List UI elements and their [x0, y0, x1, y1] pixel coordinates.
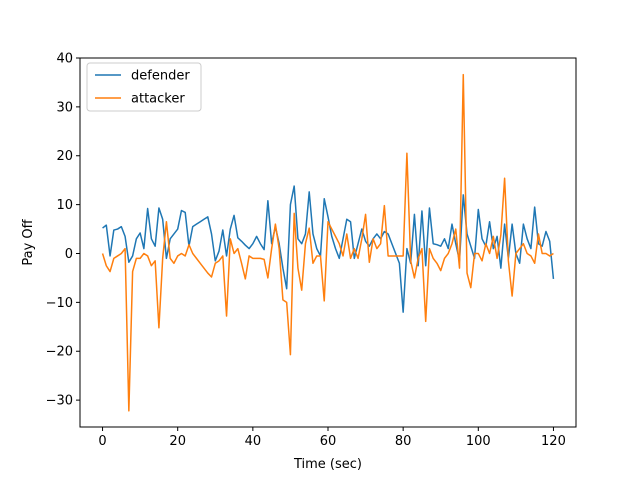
legend-label-defender: defender — [131, 69, 190, 84]
y-tick-label: 30 — [56, 100, 73, 115]
y-tick-label: −20 — [46, 345, 73, 360]
attacker-series-line — [101, 73, 554, 412]
series-layer — [101, 73, 555, 412]
x-tick-label: 20 — [169, 434, 186, 449]
y-tick-label: 40 — [56, 52, 73, 67]
y-tick-label: 20 — [56, 149, 73, 164]
x-tick-label: 0 — [98, 434, 106, 449]
defender-series-line — [102, 185, 555, 313]
x-axis-label: Time (sec) — [293, 457, 362, 472]
x-tick-label: 120 — [541, 434, 566, 449]
y-tick-label: −30 — [46, 394, 73, 409]
legend-label-attacker: attacker — [131, 92, 185, 107]
x-tick-label: 100 — [466, 434, 491, 449]
y-axis-label: Pay Off — [21, 218, 36, 265]
y-tick-label: −10 — [46, 296, 73, 311]
legend: defender attacker — [86, 62, 202, 112]
x-tick-label: 40 — [245, 434, 262, 449]
x-tick-label: 80 — [395, 434, 412, 449]
x-tick-label: 60 — [320, 434, 337, 449]
y-axis-ticks: −30 −20 −10 0 10 20 30 40 — [46, 52, 80, 409]
y-tick-label: 10 — [56, 198, 73, 213]
x-axis-ticks: 0 20 40 60 80 100 120 — [98, 427, 566, 449]
y-tick-label: 0 — [65, 247, 73, 262]
